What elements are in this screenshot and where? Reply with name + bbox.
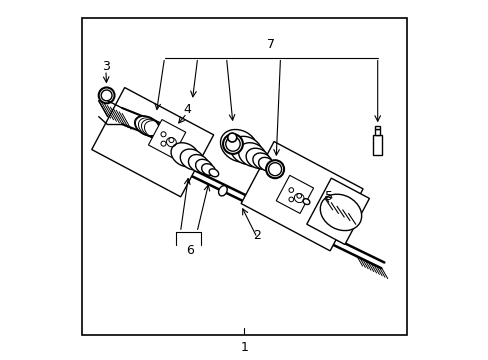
Bar xyxy=(82,18,406,335)
Ellipse shape xyxy=(227,133,236,142)
Text: 7: 7 xyxy=(267,39,275,51)
Polygon shape xyxy=(276,175,313,213)
Ellipse shape xyxy=(209,169,218,177)
Ellipse shape xyxy=(245,148,269,168)
Ellipse shape xyxy=(188,154,209,172)
Ellipse shape xyxy=(268,163,281,176)
Ellipse shape xyxy=(180,149,204,170)
Bar xyxy=(374,129,380,135)
Polygon shape xyxy=(148,120,185,158)
Ellipse shape xyxy=(195,159,212,174)
Ellipse shape xyxy=(99,87,114,103)
Ellipse shape xyxy=(171,143,199,167)
Ellipse shape xyxy=(225,137,240,151)
Ellipse shape xyxy=(238,143,265,167)
Text: 6: 6 xyxy=(186,244,194,257)
Text: 1: 1 xyxy=(240,341,248,354)
Text: 4: 4 xyxy=(183,103,190,116)
Ellipse shape xyxy=(134,116,160,136)
Ellipse shape xyxy=(101,90,112,101)
Ellipse shape xyxy=(265,160,284,178)
Ellipse shape xyxy=(252,153,271,170)
Ellipse shape xyxy=(220,130,257,162)
Text: 5: 5 xyxy=(325,190,332,203)
Text: 2: 2 xyxy=(253,229,261,242)
Polygon shape xyxy=(241,141,362,251)
Ellipse shape xyxy=(230,136,262,165)
Ellipse shape xyxy=(303,199,309,204)
Ellipse shape xyxy=(223,134,243,154)
Polygon shape xyxy=(306,178,368,244)
Ellipse shape xyxy=(218,186,227,196)
Text: 3: 3 xyxy=(102,60,110,73)
Ellipse shape xyxy=(320,194,361,231)
Ellipse shape xyxy=(258,157,274,171)
Polygon shape xyxy=(92,87,213,197)
Ellipse shape xyxy=(201,164,215,175)
Bar xyxy=(374,126,380,129)
Bar xyxy=(372,135,382,155)
